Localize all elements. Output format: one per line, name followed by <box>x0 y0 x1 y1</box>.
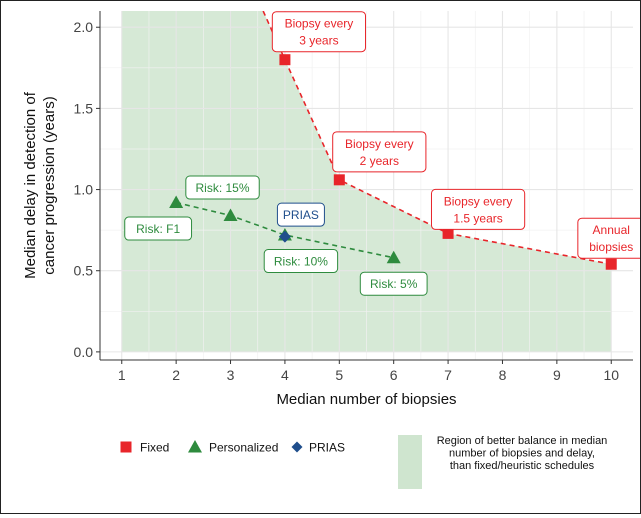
point-label-text: Biopsy every <box>345 137 414 151</box>
x-tick-label: 2 <box>172 367 180 383</box>
y-axis-title-line: cancer progression (years) <box>41 96 58 274</box>
point-label-fixed: Biopsy every 1.5 years <box>430 188 526 230</box>
point-personalized <box>223 208 238 222</box>
point-fixed <box>333 174 345 186</box>
legend-label-region-line: than fixed/heuristic schedules <box>450 460 595 472</box>
y-tick-label: 1.0 <box>74 182 94 198</box>
point-label-text: Risk: 5% <box>370 277 418 291</box>
point-label-fixed: Biopsy every 3 years <box>271 11 367 53</box>
x-tick-label: 10 <box>603 367 619 383</box>
legend-label-personalized: Personalized <box>209 441 278 455</box>
point-label-box <box>430 188 526 230</box>
y-tick-label: 0.5 <box>74 263 94 279</box>
point-label-text: 2 years <box>360 154 399 168</box>
y-tick-label: 2.0 <box>74 19 94 35</box>
legend-key-fixed <box>120 441 132 453</box>
point-label-personalized: Risk: F1 <box>124 216 193 241</box>
point-label-box <box>185 175 260 200</box>
x-tick-label: 5 <box>335 367 343 383</box>
y-axis-title: Median delay in detection of cancer progr… <box>22 91 58 279</box>
legend-label-prias: PRIAS <box>309 441 345 455</box>
legend-key-prias <box>291 441 303 453</box>
point-label-box <box>276 202 325 227</box>
point-label-box <box>271 11 367 53</box>
point-prias <box>278 230 291 243</box>
x-tick-label: 3 <box>227 367 235 383</box>
y-tick-label: 1.5 <box>74 100 94 116</box>
y-axis-title-line: Median delay in detection of <box>22 91 39 279</box>
point-label-prias: PRIAS <box>276 202 325 227</box>
legend-label-fixed: Fixed <box>140 441 169 455</box>
point-label-text: Risk: 15% <box>196 181 250 195</box>
better-balance-region-area <box>121 11 612 352</box>
legend-label-region-line: Region of better balance in median <box>437 435 608 447</box>
point-label-text: Biopsy every <box>285 17 354 31</box>
point-label-box <box>332 131 427 173</box>
point-label-text: 3 years <box>299 34 338 48</box>
better-balance-region <box>121 11 612 352</box>
point-label-personalized: Risk: 15% <box>185 175 260 200</box>
point-label-fixed: Annual biopsies <box>577 217 641 259</box>
series-line-personalized <box>175 201 394 259</box>
point-fixed <box>605 258 617 270</box>
point-label-text: Biopsy every <box>444 194 513 208</box>
grid <box>100 11 633 360</box>
series-lines <box>175 11 612 266</box>
legend: Fixed Personalized PRIAS Region of better b… <box>120 435 608 489</box>
point-label-box <box>577 217 641 259</box>
legend-key-region <box>398 435 422 489</box>
point-label-text: 1.5 years <box>453 211 502 225</box>
x-tick-label: 1 <box>118 367 126 383</box>
point-personalized <box>386 250 401 264</box>
point-label-fixed: Biopsy every 2 years <box>332 131 427 173</box>
point-label-text: Risk: F1 <box>136 222 180 236</box>
point-label-personalized: Risk: 5% <box>359 271 428 296</box>
point-label-text: Annual <box>593 223 630 237</box>
x-tick-label: 6 <box>390 367 398 383</box>
x-tick-label: 4 <box>281 367 289 383</box>
series-points <box>169 54 617 270</box>
x-tick-label: 9 <box>553 367 561 383</box>
point-label-box <box>124 216 193 241</box>
x-axis-title: Median number of biopsies <box>276 391 456 408</box>
point-fixed <box>442 227 454 239</box>
series-line-fixed <box>262 11 612 266</box>
point-label-box <box>359 271 428 296</box>
point-label-text: PRIAS <box>283 208 319 222</box>
point-label-personalized: Risk: 10% <box>263 249 339 274</box>
y-tick-label: 0.0 <box>74 344 94 360</box>
point-fixed <box>279 54 291 66</box>
x-tick-label: 8 <box>499 367 507 383</box>
x-tick-label: 7 <box>444 367 452 383</box>
point-personalized <box>169 195 184 209</box>
axes: 1 2 3 4 5 6 7 8 9 10 0.0 0.5 1.0 1.5 2.0 Median number … <box>22 11 633 408</box>
point-label-box <box>263 249 339 274</box>
point-label-text: Risk: 10% <box>274 255 328 269</box>
point-label-text: biopsies <box>589 240 633 254</box>
legend-key-personalized <box>188 440 202 453</box>
legend-label-region-line: number of biopsies and delay, <box>449 448 595 460</box>
